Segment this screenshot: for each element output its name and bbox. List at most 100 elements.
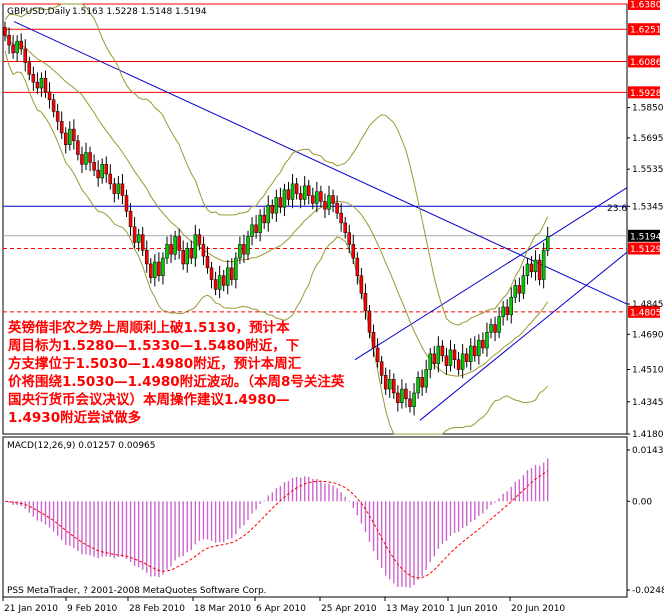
candle-129 xyxy=(525,258,530,285)
note-line-6: 1.4930附近尝试做多 xyxy=(8,409,142,426)
level-tag-2 xyxy=(628,55,660,68)
candle-98 xyxy=(400,379,404,409)
candle-99 xyxy=(404,383,408,408)
candle-87 xyxy=(355,252,360,285)
candle-0 xyxy=(3,21,7,42)
candle-1 xyxy=(7,27,11,54)
candle-10 xyxy=(43,70,48,98)
price-tick-label-4: 1.5850 xyxy=(632,104,664,114)
candle-117 xyxy=(477,334,481,365)
candle-15 xyxy=(64,127,68,154)
symbol-label: GBPUSD,Daily xyxy=(7,7,71,17)
candle-18 xyxy=(76,134,80,161)
candle-65 xyxy=(266,195,270,232)
candle-84 xyxy=(343,217,347,239)
candle-111 xyxy=(452,344,457,369)
candle-7 xyxy=(31,66,36,91)
candle-35 xyxy=(145,240,149,273)
candle-133 xyxy=(541,242,546,289)
price-tick-label-12: 1.4690 xyxy=(632,330,664,340)
candle-125 xyxy=(509,287,513,324)
candle-102 xyxy=(416,371,420,399)
candle-29 xyxy=(120,174,125,205)
candle-62 xyxy=(254,215,258,239)
date-tick-label-2: 28 Feb 2010 xyxy=(129,604,185,614)
candle-4 xyxy=(19,33,23,55)
candle-17 xyxy=(72,119,76,150)
candle-82 xyxy=(335,195,339,219)
candle-104 xyxy=(424,359,428,393)
price-tick-label-15: 1.4180 xyxy=(632,430,664,440)
candle-12 xyxy=(51,93,56,118)
candle-20 xyxy=(84,142,88,171)
candle-81 xyxy=(331,189,335,213)
candle-109 xyxy=(444,348,449,375)
candle-51 xyxy=(209,262,214,289)
candle-78 xyxy=(319,185,323,208)
candle-90 xyxy=(367,305,372,339)
candle-100 xyxy=(408,391,412,413)
candle-33 xyxy=(136,228,141,252)
candle-31 xyxy=(128,203,133,236)
candle-6 xyxy=(27,56,32,81)
candle-107 xyxy=(436,336,441,373)
price-tick-label-14: 1.4345 xyxy=(632,398,664,408)
candle-66 xyxy=(270,199,275,219)
candle-40 xyxy=(165,236,169,264)
candle-21 xyxy=(88,146,92,172)
level-tag-3 xyxy=(628,86,660,99)
candle-55 xyxy=(226,260,230,295)
candle-123 xyxy=(501,301,505,326)
candle-39 xyxy=(161,252,165,285)
note-line-2: 周目标为1.5280—1.5330—1.5480附近，下 xyxy=(8,337,300,354)
candle-105 xyxy=(428,348,432,379)
candle-58 xyxy=(238,236,242,264)
candle-22 xyxy=(92,154,96,176)
note-line-4: 价将围绕1.5030—1.4980附近波动。（本周8号关注英 xyxy=(8,373,345,390)
fib-label: 23.6 xyxy=(607,204,627,214)
candle-16 xyxy=(68,121,72,151)
candle-97 xyxy=(396,385,400,412)
bollinger-middle xyxy=(4,34,549,377)
candle-34 xyxy=(140,226,145,257)
level-label-1: 1.6251 xyxy=(630,26,662,36)
candle-24 xyxy=(100,158,104,184)
candle-85 xyxy=(347,224,351,254)
candle-126 xyxy=(513,279,518,304)
candle-127 xyxy=(517,277,522,303)
candle-94 xyxy=(383,367,388,395)
level-tag-0 xyxy=(628,0,660,10)
candle-38 xyxy=(157,252,161,282)
candle-42 xyxy=(173,230,177,261)
candle-68 xyxy=(278,187,283,214)
candle-95 xyxy=(388,369,392,398)
candle-91 xyxy=(371,324,376,357)
candle-128 xyxy=(521,265,526,300)
candle-46 xyxy=(189,240,194,264)
candle-47 xyxy=(193,224,198,267)
candle-108 xyxy=(440,340,445,362)
bollinger-upper xyxy=(4,3,549,326)
candle-77 xyxy=(315,181,319,213)
price-tick-label-7: 1.5345 xyxy=(632,202,664,212)
price-tick-label-13: 1.4510 xyxy=(632,366,664,376)
macd-tick-label-1: 0.00 xyxy=(632,497,652,507)
level-label-5: 1.4805 xyxy=(630,308,662,318)
macd-signal-line xyxy=(4,470,548,579)
candle-61 xyxy=(250,217,254,246)
candle-110 xyxy=(448,340,453,372)
candle-121 xyxy=(493,316,497,342)
candle-5 xyxy=(23,39,27,72)
candle-119 xyxy=(485,322,489,357)
date-tick-label-3: 18 Mar 2010 xyxy=(194,604,251,614)
candle-115 xyxy=(469,338,473,371)
note-line-1: 英镑借非农之势上周顺利上破1.5130，预计本 xyxy=(7,319,290,336)
candle-56 xyxy=(230,258,234,286)
candle-122 xyxy=(497,306,501,339)
candle-28 xyxy=(116,176,121,200)
candle-73 xyxy=(298,185,303,209)
note-line-3: 方支撑位于1.5030—1.4980附近，预计本周汇 xyxy=(8,355,302,372)
channel-lower xyxy=(419,251,628,421)
date-tick-label-8: 20 Jun 2010 xyxy=(511,604,565,614)
